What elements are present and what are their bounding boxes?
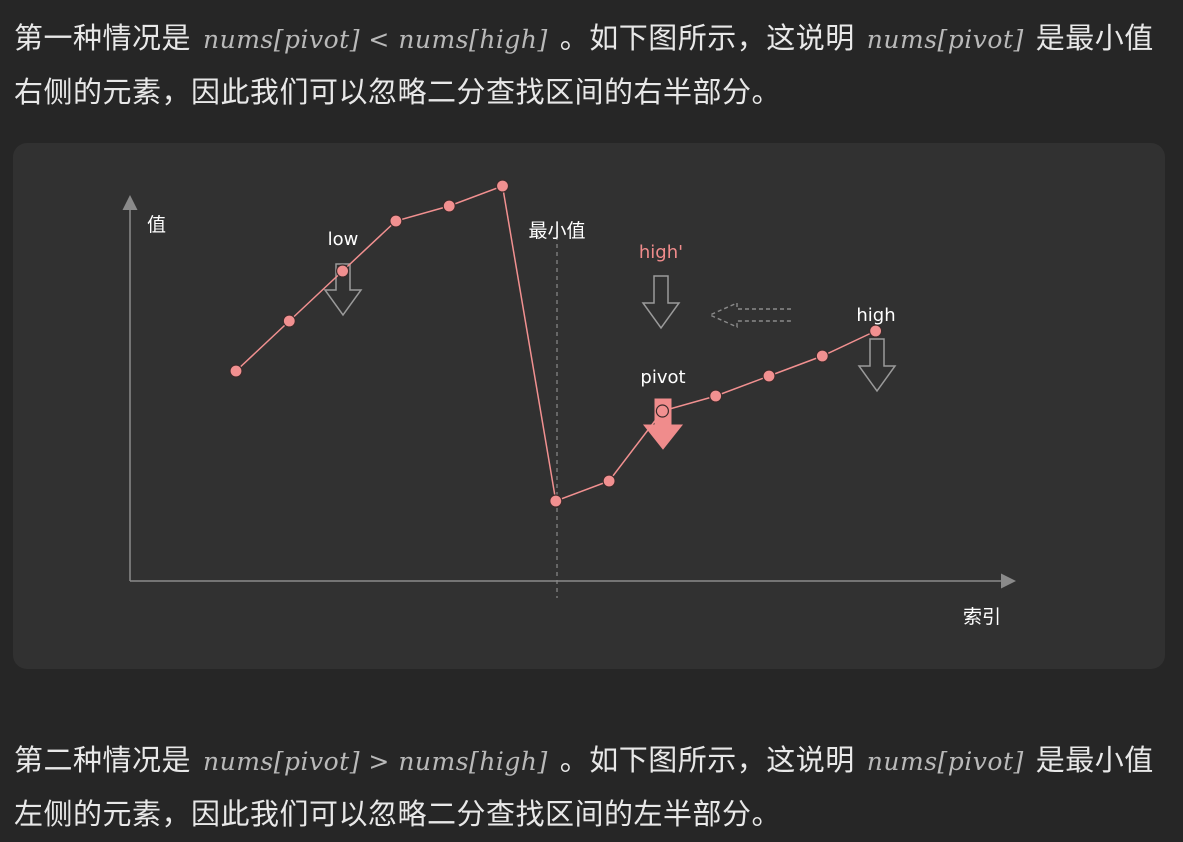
- data-point-2: [336, 264, 350, 278]
- data-point-5: [495, 179, 510, 193]
- data-point-0: [229, 364, 243, 378]
- para2-text-before: 第二种情况是: [14, 743, 192, 777]
- para2-math-condition: nums[pivot] > nums[high]: [203, 747, 548, 776]
- data-point-1: [282, 314, 296, 328]
- low-arrow-icon: [323, 263, 363, 317]
- data-point-12: [868, 324, 883, 338]
- paragraph-second-case: 第二种情况是 nums[pivot] > nums[high] 。如下图所示，这说明…: [14, 734, 1164, 840]
- high-prime-arrow-icon: [641, 275, 681, 330]
- pivot-label: pivot: [640, 367, 685, 388]
- para1-math-condition: nums[pivot] < nums[high]: [203, 25, 548, 54]
- para1-text-after: 是最小值右侧的元素，因此我们可以忽略二分查找区间的右半部分。: [14, 21, 1154, 109]
- data-point-9: [709, 389, 723, 403]
- data-point-6: [549, 494, 563, 508]
- binary-search-diagram: 值 索引 最小值 low high' high pivot: [13, 143, 1165, 669]
- low-label: low: [328, 229, 359, 250]
- data-point-11: [815, 349, 829, 363]
- min-label: 最小值: [528, 220, 585, 242]
- para1-text-middle: 。如下图所示，这说明: [559, 21, 855, 55]
- data-point-7: [602, 474, 616, 488]
- pivot-arrow-icon: [642, 398, 684, 450]
- y-axis-label: 值: [147, 214, 166, 236]
- para2-text-after: 是最小值左侧的元素，因此我们可以忽略二分查找区间的左半部分。: [14, 743, 1154, 831]
- move-left-arrow-icon: [708, 301, 791, 329]
- para1-text-before: 第一种情况是: [14, 21, 192, 55]
- data-point-8: [655, 404, 670, 418]
- x-axis-label: 索引: [963, 606, 1001, 628]
- diagram-canvas: 值 索引 最小值 low high' high pivot: [122, 179, 1016, 628]
- data-point-4: [442, 199, 456, 213]
- data-point-3: [389, 214, 403, 228]
- data-point-10: [762, 369, 776, 383]
- para2-text-middle: 。如下图所示，这说明: [559, 743, 855, 777]
- paragraph-first-case: 第一种情况是 nums[pivot] < nums[high] 。如下图所示，这说明…: [14, 12, 1164, 118]
- high-label: high: [856, 305, 895, 326]
- high-arrow-icon: [857, 338, 897, 393]
- para1-math-pivot: nums[pivot]: [866, 25, 1024, 54]
- high-prime-label: high': [639, 242, 683, 263]
- value-points: [229, 179, 883, 508]
- para2-math-pivot: nums[pivot]: [866, 747, 1024, 776]
